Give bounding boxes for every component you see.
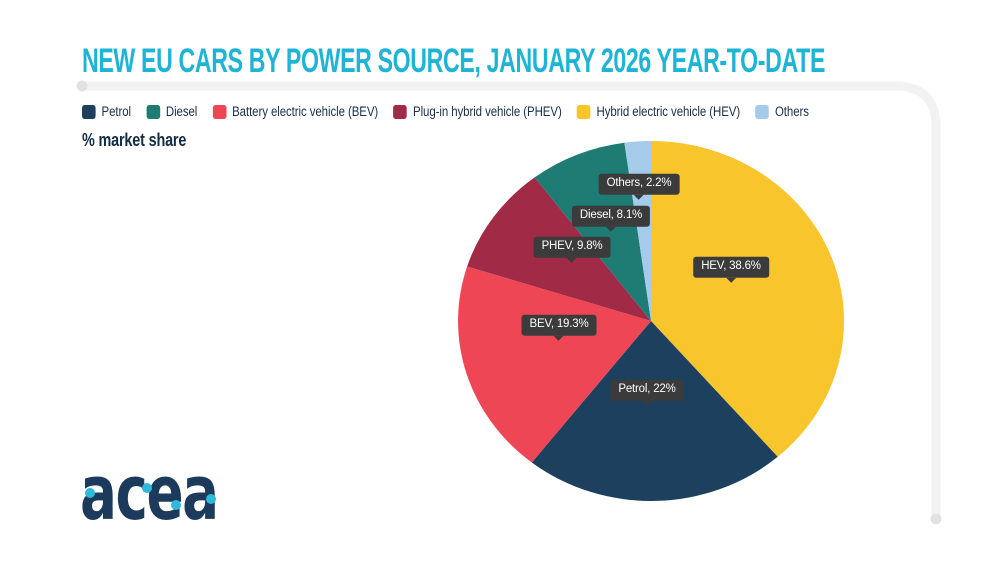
pie-slice-bev xyxy=(458,266,651,463)
legend: Petrol Diesel Battery electric vehicle (BE… xyxy=(82,104,809,119)
legend-label: Others xyxy=(774,104,809,119)
legend-item-diesel: Diesel xyxy=(146,104,197,119)
frame-start-dot xyxy=(76,80,88,92)
legend-label: Diesel xyxy=(165,104,198,119)
logo-accent-dot xyxy=(171,500,181,510)
legend-label: Petrol xyxy=(101,104,132,119)
frame-swoosh-line xyxy=(82,81,941,519)
acea-logo-text: acea xyxy=(80,448,219,537)
legend-swatch xyxy=(755,104,769,119)
pie-slice-hev xyxy=(651,141,845,457)
logo-accent-dot xyxy=(85,488,95,498)
legend-item-hybrid-electric-vehicle-hev-: Hybrid electric vehicle (HEV) xyxy=(576,104,741,119)
acea-logo: acea xyxy=(78,455,268,545)
legend-swatch xyxy=(576,104,591,119)
legend-label: Hybrid electric vehicle (HEV) xyxy=(596,104,741,119)
frame-end-dot xyxy=(930,513,942,525)
legend-item-others: Others xyxy=(755,104,809,119)
legend-swatch xyxy=(393,104,408,119)
legend-swatch xyxy=(212,104,227,119)
logo-accent-dot xyxy=(206,494,216,504)
legend-item-petrol: Petrol xyxy=(82,104,131,119)
legend-label: Battery electric vehicle (BEV) xyxy=(232,104,379,119)
legend-swatch xyxy=(146,104,160,119)
legend-swatch xyxy=(82,104,96,119)
pie-slice-petrol xyxy=(531,321,778,501)
units-label: % market share xyxy=(82,130,187,150)
logo-accent-dot xyxy=(142,483,152,493)
legend-item-plug-in-hybrid-vehicle-phev-: Plug-in hybrid vehicle (PHEV) xyxy=(393,104,562,119)
page-title: NEW EU CARS BY POWER SOURCE, JANUARY 202… xyxy=(82,42,826,80)
legend-item-battery-electric-vehicle-bev-: Battery electric vehicle (BEV) xyxy=(212,104,379,119)
legend-label: Plug-in hybrid vehicle (PHEV) xyxy=(412,104,562,119)
